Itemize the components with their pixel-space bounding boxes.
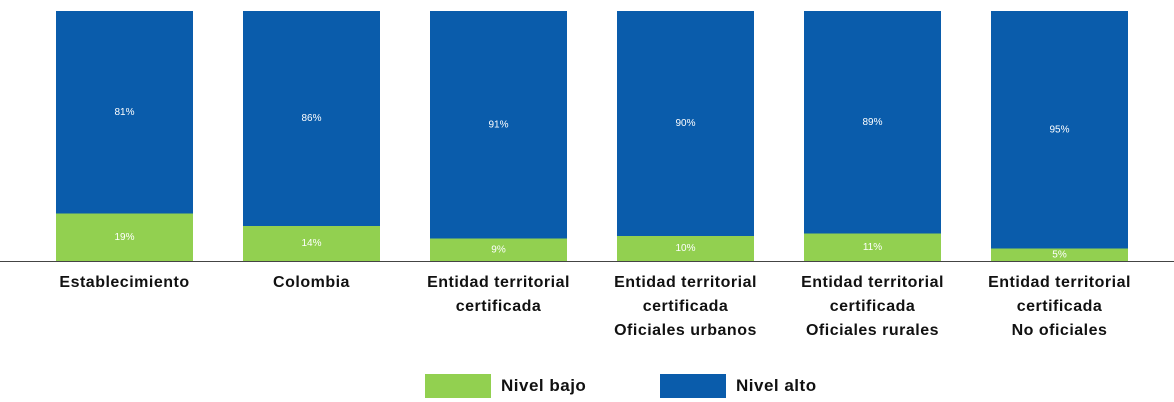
- bar-segment: [617, 11, 754, 236]
- value-label: 91%: [488, 119, 508, 130]
- value-label: 81%: [114, 107, 134, 118]
- value-label: 89%: [862, 117, 882, 128]
- value-label: 5%: [1052, 249, 1067, 260]
- x-tick-label: Entidad territorial certificada No ofici…: [988, 274, 1131, 339]
- bar-segment: [991, 11, 1128, 249]
- x-tick-label: Establecimiento: [59, 274, 190, 291]
- bar-segment: [430, 11, 567, 239]
- x-tick-label: Entidad territorial certificada: [427, 274, 570, 315]
- legend-item: Nivel alto: [660, 374, 817, 398]
- bar-segment: [430, 238, 567, 261]
- bar-segment: [804, 233, 941, 261]
- legend-swatch: [425, 374, 491, 398]
- x-tick-label: Entidad territorial certificada Oficiale…: [614, 274, 757, 339]
- value-label: 9%: [491, 244, 506, 255]
- legend-label: Nivel alto: [736, 376, 817, 395]
- x-tick-label: Entidad territorial certificada Oficiale…: [801, 274, 944, 339]
- value-label: 90%: [675, 118, 695, 129]
- bar-segment: [991, 248, 1128, 261]
- value-label: 10%: [675, 243, 695, 254]
- bar-segment: [56, 11, 193, 214]
- bar-segment: [243, 226, 380, 261]
- legend-swatch: [660, 374, 726, 398]
- value-label: 11%: [863, 242, 882, 253]
- bar-segment: [804, 11, 941, 234]
- value-label: 19%: [114, 232, 134, 243]
- legend-item: Nivel bajo: [425, 374, 586, 398]
- bar-segment: [243, 11, 380, 226]
- bar-segment: [56, 213, 193, 261]
- x-tick-label: Colombia: [273, 274, 350, 291]
- value-label: 14%: [301, 238, 321, 249]
- bar-segment: [617, 236, 754, 261]
- legend-label: Nivel bajo: [501, 376, 587, 395]
- value-label: 86%: [301, 113, 321, 124]
- value-label: 95%: [1049, 124, 1069, 135]
